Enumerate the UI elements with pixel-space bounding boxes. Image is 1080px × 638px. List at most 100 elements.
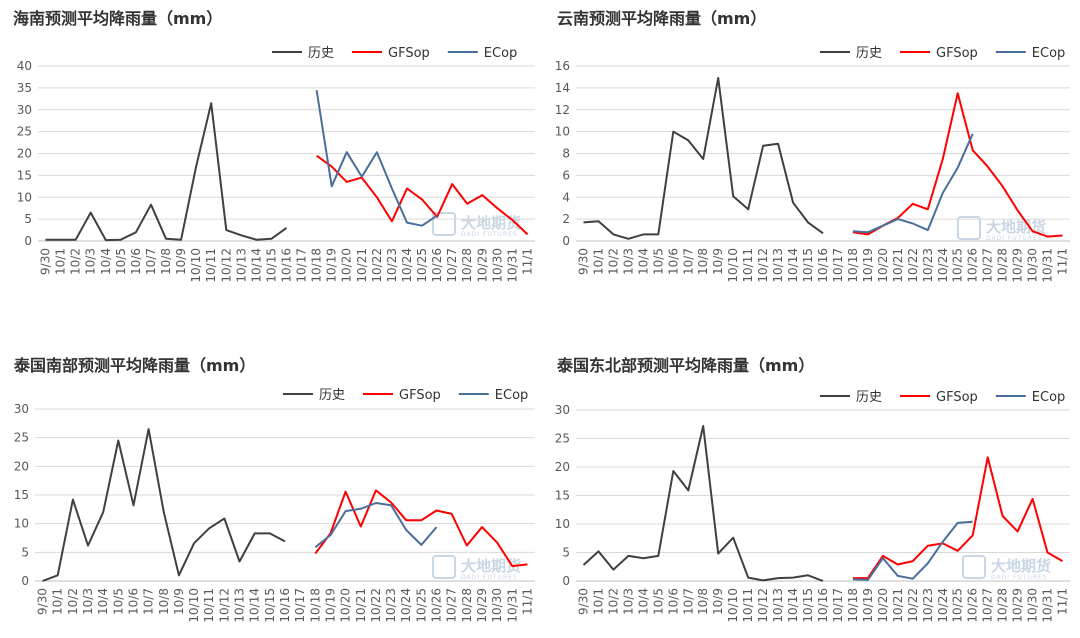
x-tick-label: 11/1	[520, 588, 534, 615]
legend-label: GFSop	[936, 390, 978, 405]
x-tick-label: 10/22	[369, 588, 383, 623]
x-tick-label: 10/24	[936, 248, 950, 283]
x-tick-label: 10/1	[591, 588, 605, 615]
x-tick-label: 10/14	[248, 588, 262, 623]
x-tick-label: 10/29	[475, 588, 489, 623]
y-tick-label: 10	[17, 190, 32, 204]
x-tick-label: 10/4	[636, 248, 650, 275]
legend-label: GFSop	[388, 46, 430, 61]
legend-label: GFSop	[399, 388, 441, 403]
x-tick-label: 10/27	[445, 588, 459, 623]
legend-label: 历史	[308, 46, 334, 61]
x-tick-label: 11/1	[1056, 588, 1070, 615]
x-tick-label: 10/8	[696, 588, 710, 615]
series-segment	[315, 89, 438, 227]
x-tick-label: 10/24	[936, 588, 950, 623]
legend: 历史 GFSop ECop	[820, 46, 1065, 61]
x-tick-label: 10/30	[490, 588, 504, 623]
x-tick-label: 10/8	[696, 248, 710, 275]
x-tick-label: 10/8	[157, 588, 171, 615]
y-tick-label: 25	[14, 431, 29, 445]
x-tick-label: 10/1	[51, 588, 65, 615]
y-tick-label: 10	[14, 517, 29, 531]
series-segment	[852, 92, 1063, 238]
y-tick-label: 0	[21, 574, 29, 588]
x-tick-label: 10/14	[786, 248, 800, 283]
x-tick-label: 10/13	[233, 588, 247, 623]
x-tick-label: 10/21	[891, 588, 905, 623]
series-line-2	[315, 89, 438, 227]
x-tick-label: 10/28	[460, 588, 474, 623]
series-line-2	[314, 502, 438, 548]
y-tick-label: 30	[14, 402, 29, 416]
x-tick-label: 10/28	[460, 248, 474, 283]
y-tick-label: 20	[17, 147, 32, 161]
series-segment	[45, 102, 288, 242]
y-tick-label: 0	[562, 574, 570, 588]
x-tick-label: 10/30	[1026, 588, 1040, 623]
y-tick-label: 15	[14, 488, 29, 502]
x-tick-label: 10/23	[385, 248, 399, 283]
x-tick-label: 10/24	[399, 588, 413, 623]
x-tick-label: 10/9	[174, 248, 188, 275]
x-tick-label: 10/9	[172, 588, 186, 615]
x-tick-label: 10/10	[726, 248, 740, 283]
y-tick-label: 20	[555, 460, 570, 474]
x-tick-label: 10/16	[280, 248, 294, 283]
x-tick-label: 9/30	[576, 588, 590, 615]
series-line-0	[583, 77, 824, 240]
y-tick-label: 10	[555, 517, 570, 531]
x-tick-label: 10/23	[384, 588, 398, 623]
x-tick-label: 10/30	[490, 248, 504, 283]
x-tick-label: 10/14	[786, 588, 800, 623]
x-tick-label: 11/1	[520, 248, 534, 275]
x-tick-label: 10/17	[295, 248, 309, 283]
x-tick-label: 10/11	[741, 588, 755, 623]
x-tick-label: 10/10	[726, 588, 740, 623]
x-tick-label: 10/16	[816, 248, 830, 283]
x-tick-label: 11/1	[1056, 248, 1070, 275]
y-tick-label: 35	[17, 81, 32, 95]
thailand-south-chart-panel: 大地期货 DADI FUTURES 泰国南部预测平均降雨量（mm） 0 5 10 15 20 2…	[0, 319, 540, 638]
chart-title: 海南预测平均降雨量（mm）	[13, 9, 222, 28]
x-tick-label: 10/15	[801, 248, 815, 283]
x-tick-label: 10/23	[921, 248, 935, 283]
y-tick-label: 25	[17, 125, 32, 139]
x-tick-label: 10/20	[876, 248, 890, 283]
watermark-logo-icon	[957, 216, 981, 240]
y-tick-label: 15	[555, 489, 570, 503]
y-tick-label: 5	[562, 546, 570, 560]
x-tick-label: 10/25	[951, 248, 965, 283]
y-tick-label: 4	[562, 190, 570, 204]
x-tick-label: 10/26	[966, 248, 980, 283]
legend-label: 历史	[319, 388, 345, 403]
x-tick-label: 10/29	[1011, 248, 1025, 283]
y-tick-label: 5	[24, 212, 32, 226]
legend-label: 历史	[856, 390, 882, 405]
x-tick-label: 10/11	[204, 248, 218, 283]
x-tick-label: 10/3	[84, 248, 98, 275]
x-tick-label: 10/4	[96, 588, 110, 615]
x-tick-label: 10/27	[981, 248, 995, 283]
legend-label: GFSop	[936, 46, 978, 61]
legend: 历史 GFSop ECop	[820, 390, 1065, 405]
y-tick-label: 0	[562, 234, 570, 248]
x-tick-label: 10/18	[308, 588, 322, 623]
x-tick-label: 10/10	[187, 588, 201, 623]
y-tick-label: 12	[555, 103, 570, 117]
x-tick-label: 10/25	[951, 588, 965, 623]
x-tick-label: 10/31	[505, 248, 519, 283]
x-tick-label: 10/4	[636, 588, 650, 615]
watermark-subtext: DADI FUTURES	[461, 231, 518, 238]
x-tick-label: 10/21	[354, 588, 368, 623]
x-tick-label: 10/22	[906, 588, 920, 623]
x-tick-label: 10/17	[831, 588, 845, 623]
watermark-text: 大地期货	[991, 557, 1051, 575]
x-tick-label: 10/6	[666, 588, 680, 615]
x-tick-label: 10/20	[876, 588, 890, 623]
x-tick-label: 10/1	[54, 248, 68, 275]
